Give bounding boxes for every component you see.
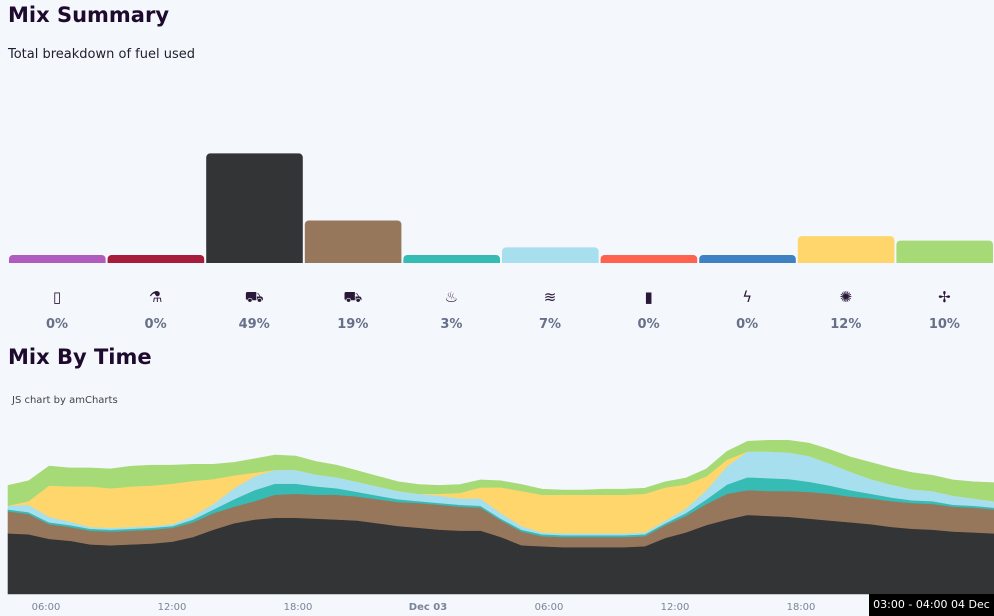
fuel-item[interactable]: ⛟ 49% (205, 288, 303, 332)
coal-cart-icon: ⛟ (244, 288, 264, 306)
fuel-item[interactable]: ϟ 0% (698, 288, 796, 332)
fuel-bar-wind[interactable] (896, 240, 993, 266)
hydro-icon: ≋ (543, 288, 557, 306)
mix-summary-subtitle: Total breakdown of fuel used (8, 47, 195, 62)
x-axis-tick-label: 18:00 (284, 602, 313, 613)
flask-icon: ⚗ (148, 288, 163, 306)
x-axis-tick-label: 06:00 (535, 602, 564, 613)
cursor-tooltip: 03:00 - 04:00 04 Dec (869, 594, 994, 616)
x-axis-tick-label: Dec 03 (409, 602, 447, 613)
fuel-item[interactable]: ⛟ 19% (304, 288, 402, 332)
fuel-percentage: 0% (45, 317, 69, 332)
x-axis-tick-label: 12:00 (158, 602, 187, 613)
x-axis-tick-label: 18:00 (787, 602, 816, 613)
mix-by-time-chart[interactable]: 06:00 12:00 18:00 Dec 03 06:00 12:00 18:00 (0, 410, 994, 616)
x-axis-tick-label: 06:00 (32, 602, 61, 613)
solar-icon: ✺ (839, 288, 853, 306)
fuel-item[interactable]: ▮ 0% (600, 288, 698, 332)
area-series-5[interactable] (7, 440, 994, 507)
fuel-bar-solar[interactable] (797, 236, 895, 266)
battery-icon: ▯ (52, 288, 62, 306)
x-axis-tick-label: 12:00 (661, 602, 690, 613)
coal-cart-icon: ⛟ (343, 288, 363, 306)
fuel-percentage: 12% (830, 317, 862, 332)
fuel-percentage: 3% (440, 317, 463, 332)
fuel-item[interactable]: ▯ 0% (8, 288, 106, 332)
flame-icon: ♨ (444, 288, 459, 306)
fuel-percentage: 0% (144, 317, 167, 332)
fuel-item[interactable]: ✢ 10% (895, 288, 993, 332)
fuel-percentage: 7% (538, 317, 562, 332)
fuel-percentage: 49% (238, 317, 270, 332)
mix-summary-title: Mix Summary (8, 3, 170, 27)
fuel-bar-brown-coal[interactable] (304, 220, 402, 266)
fuel-percentage: 0% (736, 317, 759, 332)
fuel-bar-chart (0, 153, 994, 266)
fuel-bar-coal[interactable] (206, 153, 303, 266)
lightning-icon: ϟ (742, 288, 753, 306)
fuel-item[interactable]: ≋ 7% (501, 288, 599, 332)
fuel-percentage: 19% (337, 317, 369, 332)
fuel-percentage: 10% (928, 317, 960, 332)
mix-by-time-title: Mix By Time (8, 345, 152, 369)
oil-barrel-icon: ▮ (644, 288, 653, 306)
fuel-percentage: 0% (637, 317, 660, 332)
wind-turbine-icon: ✢ (938, 288, 951, 306)
fuel-bar-hydro[interactable] (502, 247, 599, 266)
fuel-item[interactable]: ♨ 3% (402, 288, 500, 332)
fuel-item[interactable]: ⚗ 0% (107, 288, 205, 332)
fuel-item[interactable]: ✺ 12% (797, 288, 895, 332)
amcharts-credit[interactable]: JS chart by amCharts (12, 395, 118, 406)
